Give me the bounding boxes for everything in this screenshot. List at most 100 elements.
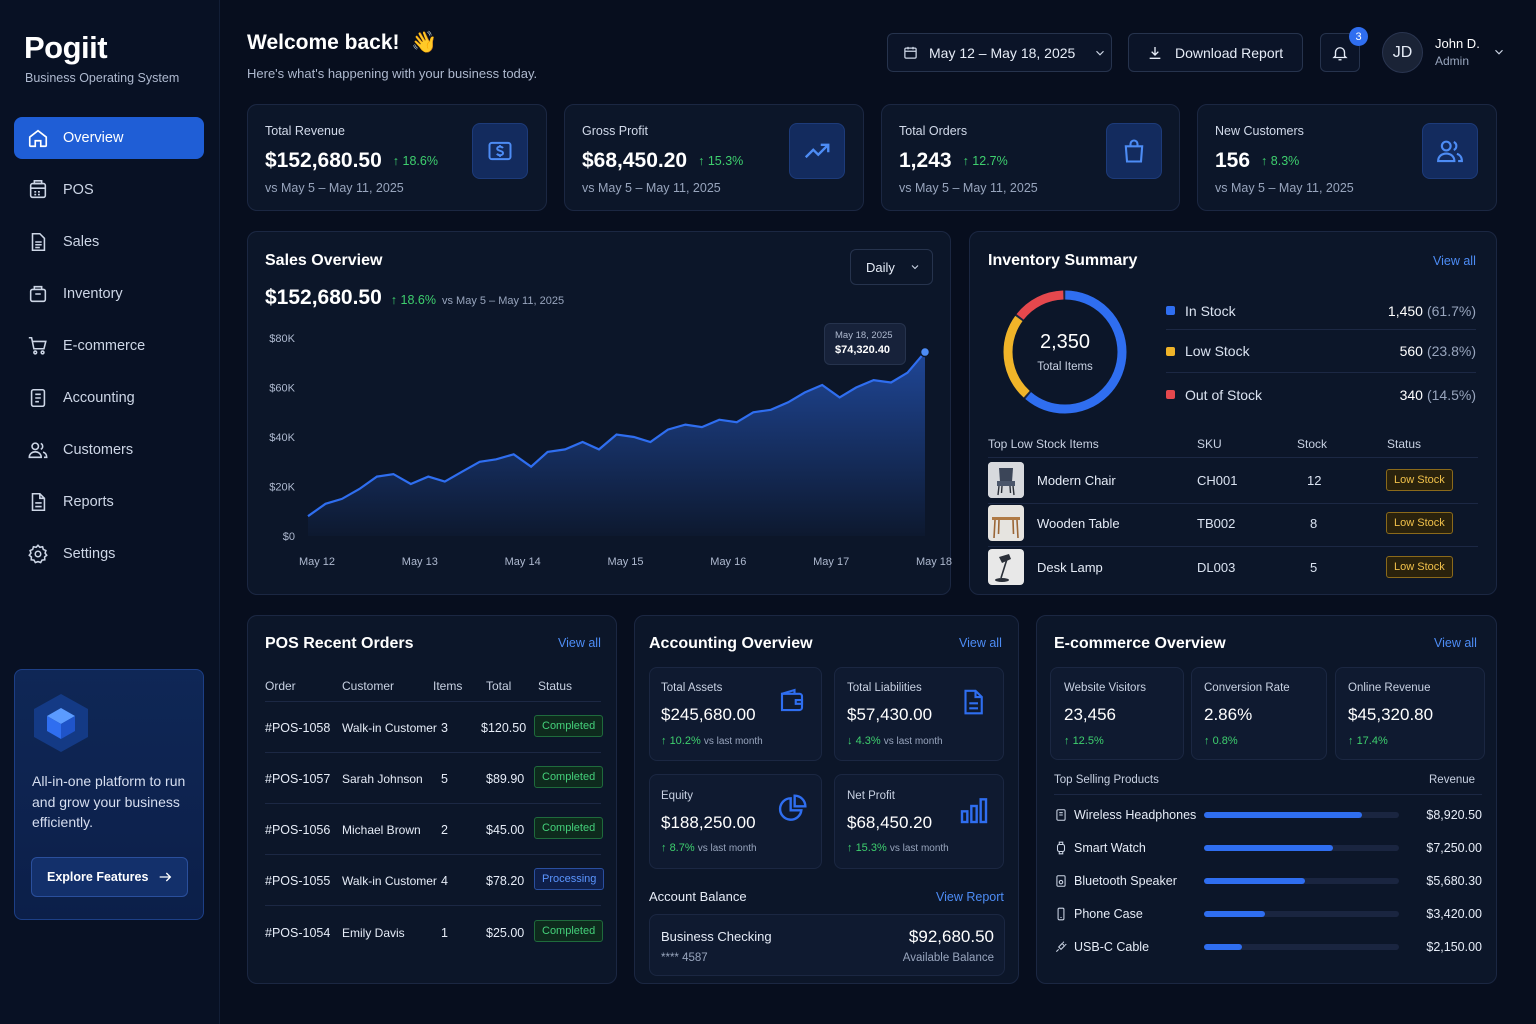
table-row[interactable]: #POS-1058 Walk-in Customer 3 $120.50 Com…	[265, 705, 604, 755]
accounting-view-all-link[interactable]: View all	[959, 636, 1002, 650]
table-row[interactable]: #POS-1056 Michael Brown 2 $45.00 Complet…	[265, 807, 604, 857]
status-badge: Low Stock	[1386, 469, 1453, 491]
product-row[interactable]: Bluetooth Speaker $5,680.30	[1054, 864, 1482, 897]
kpi-label: Gross Profit	[582, 124, 648, 138]
top-selling-label: Top Selling Products	[1054, 774, 1159, 786]
brand-subtitle: Business Operating System	[25, 71, 180, 85]
total-liabilities-card[interactable]: Total Liabilities $57,430.00 ↓ 4.3% vs l…	[834, 667, 1004, 761]
chevron-down-icon[interactable]	[1492, 45, 1506, 64]
period-select[interactable]: Daily	[850, 249, 933, 285]
total-assets-card[interactable]: Total Assets $245,680.00 ↑ 10.2% vs last…	[649, 667, 822, 761]
revenue-bar	[1204, 877, 1305, 884]
product-row[interactable]: Wireless Headphones $8,920.50	[1054, 798, 1482, 831]
sidebar-item-customers[interactable]: Customers	[14, 429, 204, 471]
tooltip-date: May 18, 2025	[835, 330, 893, 341]
kpi-card-orders[interactable]: Total Orders 1,243 ↑ 12.7% vs May 5 – Ma…	[881, 104, 1180, 211]
invoice-icon	[958, 687, 988, 722]
user-name[interactable]: John D.	[1435, 36, 1480, 51]
divider	[265, 803, 601, 804]
sidebar-item-settings[interactable]: Settings	[14, 533, 204, 575]
stat-label: Conversion Rate	[1204, 682, 1290, 694]
table-row[interactable]: #POS-1057 Sarah Johnson 5 $89.90 Complet…	[265, 756, 604, 806]
explore-features-button[interactable]: Explore Features	[31, 857, 188, 897]
product-name: Wireless Headphones	[1074, 807, 1197, 822]
status-badge: Low Stock	[1386, 512, 1453, 534]
stat-label: Online Revenue	[1348, 682, 1431, 694]
legend-pct: (14.5%)	[1426, 386, 1476, 403]
divider	[988, 503, 1478, 504]
view-report-link[interactable]: View Report	[936, 890, 1004, 904]
chair-thumbnail	[988, 462, 1024, 498]
divider	[988, 546, 1478, 547]
table-row[interactable]: Wooden Table TB002 8 Low Stock	[988, 504, 1478, 546]
date-range-picker[interactable]: May 12 – May 18, 2025	[887, 33, 1112, 72]
product-row[interactable]: USB-C Cable $2,150.00	[1054, 930, 1482, 963]
sidebar-item-label: Accounting	[63, 390, 135, 406]
chevron-down-icon	[909, 261, 921, 273]
sidebar-item-accounting[interactable]: Accounting	[14, 377, 204, 419]
sidebar-item-overview[interactable]: Overview	[14, 117, 204, 159]
kpi-change: ↑ 15.3%	[698, 154, 744, 168]
table-row[interactable]: #POS-1054 Emily Davis 1 $25.00 Completed	[265, 910, 604, 960]
stat-change: ↑ 10.2% vs last month	[661, 735, 763, 747]
sidebar-item-ecommerce[interactable]: E-commerce	[14, 325, 204, 367]
y-tick-label: $60K	[269, 383, 295, 395]
conversion-rate-card[interactable]: Conversion Rate 2.86% ↑ 0.8%	[1191, 667, 1327, 760]
ecommerce-view-all-link[interactable]: View all	[1434, 636, 1477, 650]
pos-view-all-link[interactable]: View all	[558, 636, 601, 650]
legend-label: In Stock	[1185, 302, 1236, 319]
revenue-bar	[1204, 910, 1265, 917]
item-sku: CH001	[1197, 473, 1238, 488]
inventory-total: 2,350	[1039, 331, 1091, 353]
promo-card: All-in-one platform to run and grow your…	[14, 669, 204, 920]
kpi-card-revenue[interactable]: Total Revenue $152,680.50 ↑ 18.6% vs May…	[247, 104, 547, 211]
legend-value: 340	[1399, 386, 1423, 403]
account-number: **** 4587	[661, 952, 708, 964]
revenue-bar	[1204, 844, 1333, 851]
revenue-bar-track	[1204, 811, 1399, 818]
x-tick-label: May 18	[916, 556, 952, 568]
sidebar-item-pos[interactable]: POS	[14, 169, 204, 211]
product-row[interactable]: Phone Case $3,420.00	[1054, 897, 1482, 930]
website-visitors-card[interactable]: Website Visitors 23,456 ↑ 12.5%	[1050, 667, 1184, 760]
date-range-label: May 12 – May 18, 2025	[929, 44, 1076, 61]
box-icon	[26, 282, 50, 306]
product-row[interactable]: Smart Watch $7,250.00	[1054, 831, 1482, 864]
col-header-items: Items	[433, 679, 463, 693]
kpi-card-customers[interactable]: New Customers 156 ↑ 8.3% vs May 5 – May …	[1197, 104, 1497, 211]
download-report-button[interactable]: Download Report	[1128, 33, 1303, 72]
x-tick-label: May 17	[813, 556, 849, 568]
sidebar-item-reports[interactable]: Reports	[14, 481, 204, 523]
sidebar-item-label: Settings	[63, 546, 116, 562]
cube-icon	[31, 692, 91, 759]
net-profit-card[interactable]: Net Profit $68,450.20 ↑ 15.3% vs last mo…	[834, 774, 1004, 869]
online-revenue-card[interactable]: Online Revenue $45,320.80 ↑ 17.4%	[1335, 667, 1485, 760]
divider	[265, 905, 601, 906]
inventory-view-all-link[interactable]: View all	[1433, 254, 1476, 268]
x-tick-label: May 12	[299, 556, 335, 568]
wallet-icon	[777, 685, 807, 720]
cart-icon	[26, 334, 50, 358]
users-icon	[26, 438, 50, 462]
stat-label: Total Liabilities	[847, 682, 922, 694]
sidebar-item-inventory[interactable]: Inventory	[14, 273, 204, 315]
sidebar: Pogiit Business Operating System Overvie…	[0, 0, 220, 1024]
table-row[interactable]: Modern Chair CH001 12 Low Stock	[988, 461, 1478, 503]
table-row[interactable]: Desk Lamp DL003 5 Low Stock	[988, 548, 1478, 590]
order-total: $45.00	[486, 823, 525, 837]
ledger-icon	[26, 386, 50, 410]
col-header-customer: Customer	[342, 679, 395, 693]
kpi-card-profit[interactable]: Gross Profit $68,450.20 ↑ 15.3% vs May 5…	[564, 104, 864, 211]
pie-icon	[776, 793, 808, 830]
brand-logo[interactable]: Pogiit	[24, 30, 108, 65]
legend-swatch	[1166, 306, 1175, 315]
table-row[interactable]: #POS-1055 Walk-in Customer 4 $78.20 Proc…	[265, 858, 605, 908]
notifications-button[interactable]: 3	[1320, 27, 1368, 72]
order-customer: Emily Davis	[342, 926, 405, 940]
stat-value: $245,680.00	[661, 705, 756, 724]
avatar[interactable]: JD	[1382, 32, 1423, 73]
period-select-label: Daily	[866, 259, 895, 275]
sidebar-item-sales[interactable]: Sales	[14, 221, 204, 263]
business-checking-card[interactable]: Business Checking **** 4587 $92,680.50 A…	[649, 914, 1005, 976]
equity-card[interactable]: Equity $188,250.00 ↑ 8.7% vs last month	[649, 774, 822, 869]
